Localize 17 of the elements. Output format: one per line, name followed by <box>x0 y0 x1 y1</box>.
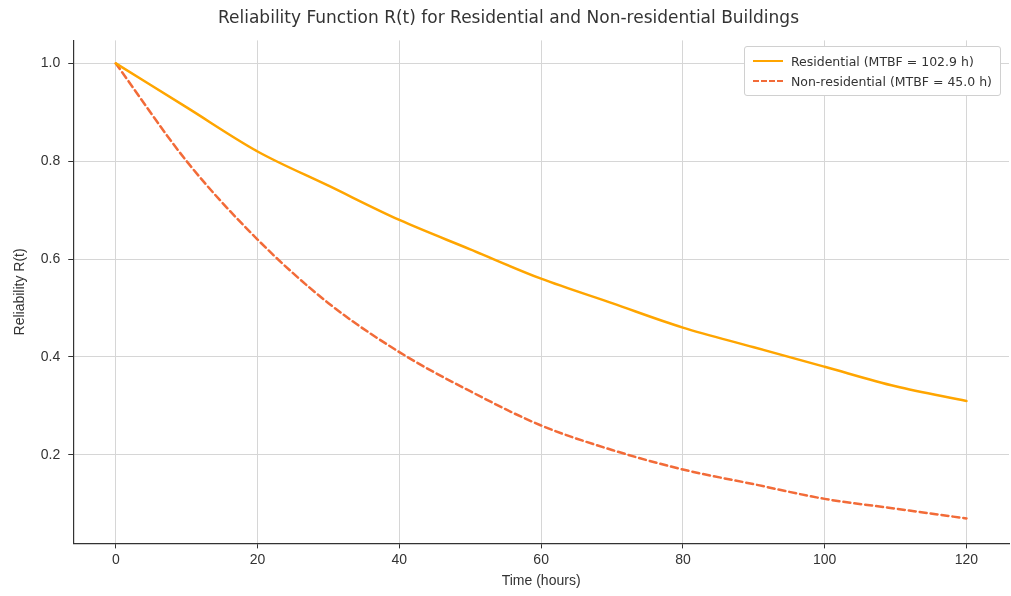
y-axis-title: Reliability R(t) <box>11 248 28 336</box>
x-tick-label: 120 <box>954 550 979 567</box>
y-tick-label: 0.2 <box>40 445 61 462</box>
x-tick-label: 60 <box>533 550 550 567</box>
y-tick-label: 0.4 <box>40 347 61 364</box>
x-tick-label: 40 <box>391 550 408 567</box>
legend-label: Residential (MTBF = 102.9 h) <box>790 53 974 69</box>
x-tick-label: 0 <box>111 550 120 567</box>
y-tick-label: 0.6 <box>40 249 61 266</box>
legend-label: Non-residential (MTBF = 45.0 h) <box>790 73 992 89</box>
x-tick-label: 20 <box>249 550 266 567</box>
y-tick-label: 0.8 <box>40 152 61 169</box>
x-tick-label: 100 <box>813 550 837 567</box>
chart-title: Reliability Function R(t) for Residential and Non-residential Buildings <box>218 6 800 27</box>
x-axis-title: Time (hours) <box>501 572 581 589</box>
x-tick-label: 80 <box>675 550 691 567</box>
y-tick-label: 1.0 <box>40 54 61 71</box>
